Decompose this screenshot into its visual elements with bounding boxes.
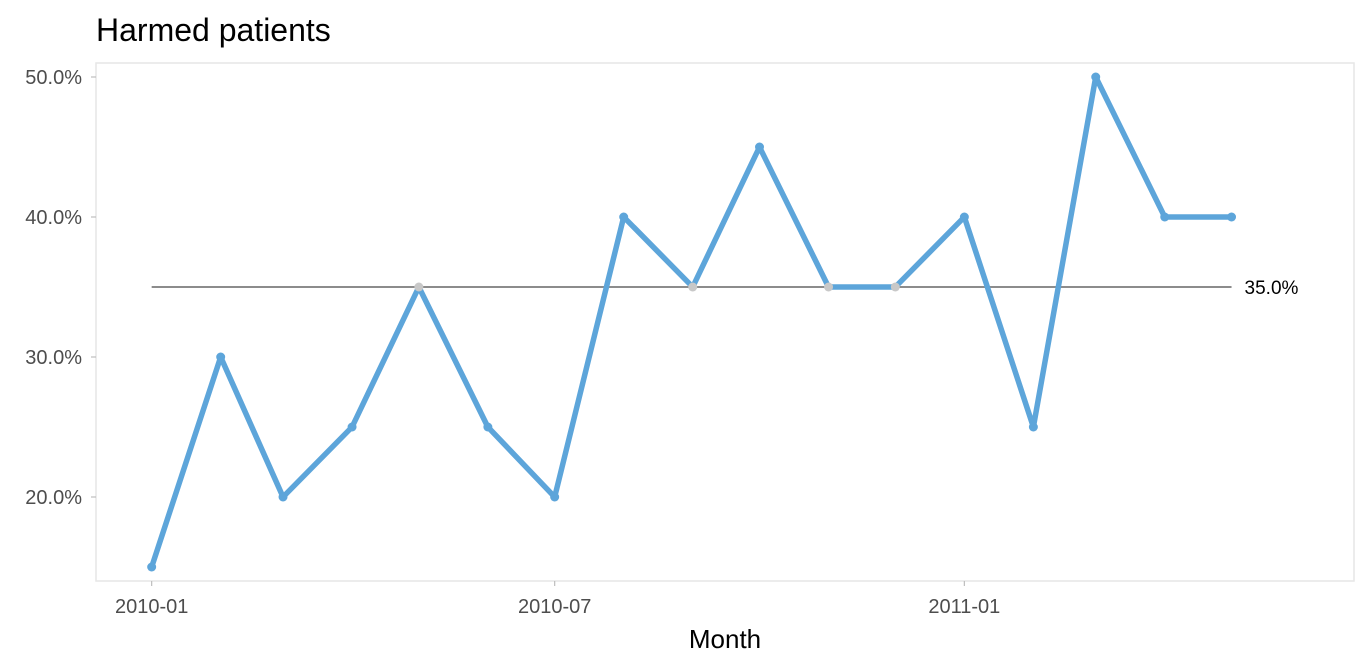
x-tick-label: 2010-01 — [115, 596, 188, 618]
data-point — [414, 282, 424, 292]
data-point — [1160, 212, 1170, 222]
data-point — [1227, 212, 1237, 222]
data-point — [1091, 72, 1101, 82]
data-point — [619, 212, 629, 222]
center-line-label: 35.0% — [1245, 278, 1299, 299]
panel-border — [95, 62, 1355, 582]
series-line — [148, 74, 1235, 570]
x-axis-title: Month — [689, 624, 761, 654]
data-point — [688, 282, 698, 292]
x-tick-label: 2011-01 — [928, 596, 1000, 618]
data-point — [550, 492, 560, 502]
y-tick-label: 40.0% — [25, 207, 82, 229]
data-point — [483, 422, 493, 432]
data-point — [824, 282, 834, 292]
data-point — [216, 352, 226, 362]
chart-title: Harmed patients — [96, 12, 331, 48]
y-tick-label: 50.0% — [25, 67, 82, 89]
data-point — [890, 282, 900, 292]
data-point — [755, 142, 765, 152]
y-tick-label: 20.0% — [25, 487, 82, 509]
plot-marks: 20.0% 30.0% 40.0% 50.0% 2010-01 2010-07 2011-0… — [25, 67, 1298, 618]
data-point — [278, 492, 288, 502]
data-point — [959, 212, 969, 222]
data-point — [347, 422, 357, 432]
data-point — [1028, 422, 1038, 432]
x-tick-label: 2010-07 — [518, 596, 591, 618]
y-tick-label: 30.0% — [25, 347, 82, 369]
data-point — [147, 562, 157, 572]
